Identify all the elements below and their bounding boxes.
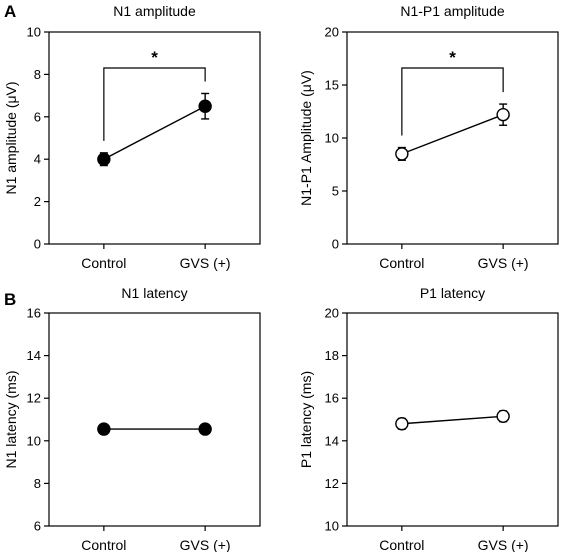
data-point — [496, 409, 510, 424]
y-tick-label: 4 — [34, 152, 41, 167]
y-axis-label: N1 amplitude (μV) — [3, 81, 19, 194]
chart-title: P1 latency — [420, 285, 485, 301]
y-axis-label: N1 latency (ms) — [3, 370, 19, 468]
plot-frame — [48, 312, 261, 527]
y-tick-label: 5 — [332, 184, 339, 199]
y-tick-label: 10 — [27, 433, 41, 448]
data-point — [97, 152, 111, 166]
y-tick-label: 10 — [27, 25, 41, 40]
y-tick-label: 8 — [34, 67, 41, 82]
x-category-label: Control — [81, 537, 126, 552]
y-axis-label: N1-P1 Amplitude (μV) — [298, 70, 314, 206]
x-category-label: Control — [379, 255, 424, 271]
y-axis-label: P1 latency (ms) — [298, 371, 314, 468]
y-tick-label: 6 — [34, 109, 41, 124]
chart-title: N1 latency — [121, 285, 187, 301]
x-category-label: Control — [81, 255, 126, 271]
series-line — [401, 114, 504, 155]
significance-bracket — [401, 67, 504, 136]
y-tick-label: 6 — [34, 519, 41, 534]
chart-3: N1 latency 6 8 10 12 14 16 Control GVS (+) N1 lat… — [3, 285, 261, 552]
chart-4: P1 latency 10 12 14 16 18 20 Control GVS (+) P1 l… — [298, 285, 559, 552]
y-tick-label: 10 — [325, 519, 339, 534]
y-tick-label: 14 — [27, 348, 41, 363]
y-tick-label: 20 — [325, 306, 339, 321]
chart-1: N1 amplitude 0 2 4 6 8 10 Control GVS (+) N1 ampl… — [3, 3, 261, 271]
data-point — [97, 422, 111, 436]
panel-label-b: B — [4, 290, 16, 309]
y-tick-label: 2 — [34, 194, 41, 209]
y-tick-label: 10 — [325, 131, 339, 146]
plot-frame — [48, 31, 261, 245]
chart-title: N1 amplitude — [113, 3, 196, 19]
y-tick-label: 18 — [325, 348, 339, 363]
data-point — [496, 107, 510, 122]
y-tick-label: 12 — [325, 476, 339, 491]
y-tick-label: 8 — [34, 476, 41, 491]
y-tick-label: 15 — [325, 78, 339, 93]
y-tick-label: 16 — [27, 306, 41, 321]
data-point — [198, 99, 212, 113]
x-category-label: GVS (+) — [180, 537, 231, 552]
significance-star: * — [151, 48, 158, 67]
significance-star: * — [449, 48, 456, 67]
x-category-label: GVS (+) — [478, 537, 529, 552]
data-point — [395, 147, 409, 161]
y-tick-label: 14 — [325, 433, 339, 448]
series-line — [103, 105, 206, 160]
data-point — [198, 422, 212, 436]
plot-frame — [346, 312, 559, 527]
x-category-label: Control — [379, 537, 424, 552]
series-line — [401, 415, 504, 425]
y-tick-label: 16 — [325, 391, 339, 406]
chart-title: N1-P1 amplitude — [400, 3, 504, 19]
y-tick-label: 12 — [27, 391, 41, 406]
x-category-label: GVS (+) — [478, 255, 529, 271]
x-category-label: GVS (+) — [180, 255, 231, 271]
panel-label-a: A — [4, 2, 16, 21]
significance-bracket — [103, 67, 206, 141]
y-tick-label: 0 — [332, 237, 339, 252]
data-point — [395, 417, 409, 431]
y-tick-label: 20 — [325, 25, 339, 40]
y-tick-label: 0 — [34, 237, 41, 252]
chart-2: N1-P1 amplitude 0 5 10 15 20 Control GVS (+) N1-… — [298, 3, 559, 271]
